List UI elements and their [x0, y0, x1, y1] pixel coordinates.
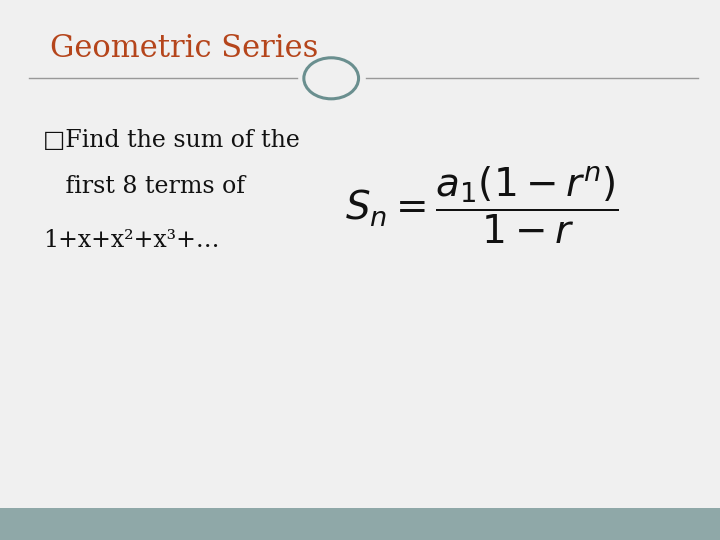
- FancyBboxPatch shape: [0, 508, 720, 540]
- Text: Geometric Series: Geometric Series: [50, 33, 319, 64]
- Text: first 8 terms of: first 8 terms of: [43, 175, 246, 198]
- Text: $S_n = \dfrac{a_1\left(1-r^n\right)}{1-r}$: $S_n = \dfrac{a_1\left(1-r^n\right)}{1-r…: [346, 164, 619, 246]
- Text: 1+x+x²+x³+…: 1+x+x²+x³+…: [43, 229, 220, 252]
- Text: □Find the sum of the: □Find the sum of the: [43, 129, 300, 152]
